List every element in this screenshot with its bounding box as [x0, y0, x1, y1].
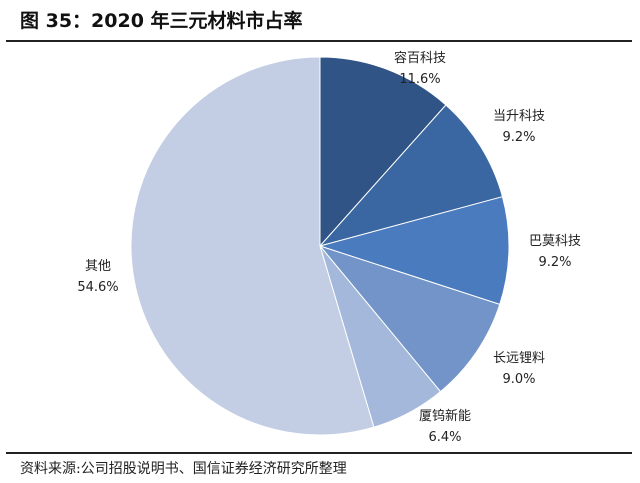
bottom-rule	[6, 452, 632, 454]
top-rule	[6, 40, 632, 42]
slice-category-label: 巴莫科技	[529, 234, 581, 249]
slice-category-label: 容百科技	[394, 50, 446, 66]
slice-value-label: 9.0%	[502, 372, 535, 387]
pie-slice-1	[319, 56, 447, 248]
pie-slice-6	[130, 56, 375, 436]
slice-value-label: 6.4%	[428, 430, 461, 445]
pie-slice-3	[318, 196, 510, 306]
pie-slice-4	[318, 244, 501, 393]
slice-value-label: 54.6%	[77, 280, 118, 295]
slice-category-label: 厦钨新能	[419, 408, 471, 424]
slice-category-label: 长远锂料	[493, 351, 545, 366]
slice-category-label: 其他	[85, 259, 111, 274]
pie-slice-2	[318, 104, 504, 247]
source-note: 资料来源:公司招股说明书、国信证券经济研究所整理	[20, 461, 347, 477]
chart-title: 图 35：2020 年三元材料市占率	[20, 10, 303, 32]
slice-category-label: 当升科技	[493, 109, 545, 124]
slice-value-label: 11.6%	[399, 72, 440, 87]
slice-value-label: 9.2%	[502, 130, 535, 145]
slice-value-label: 9.2%	[538, 255, 571, 270]
